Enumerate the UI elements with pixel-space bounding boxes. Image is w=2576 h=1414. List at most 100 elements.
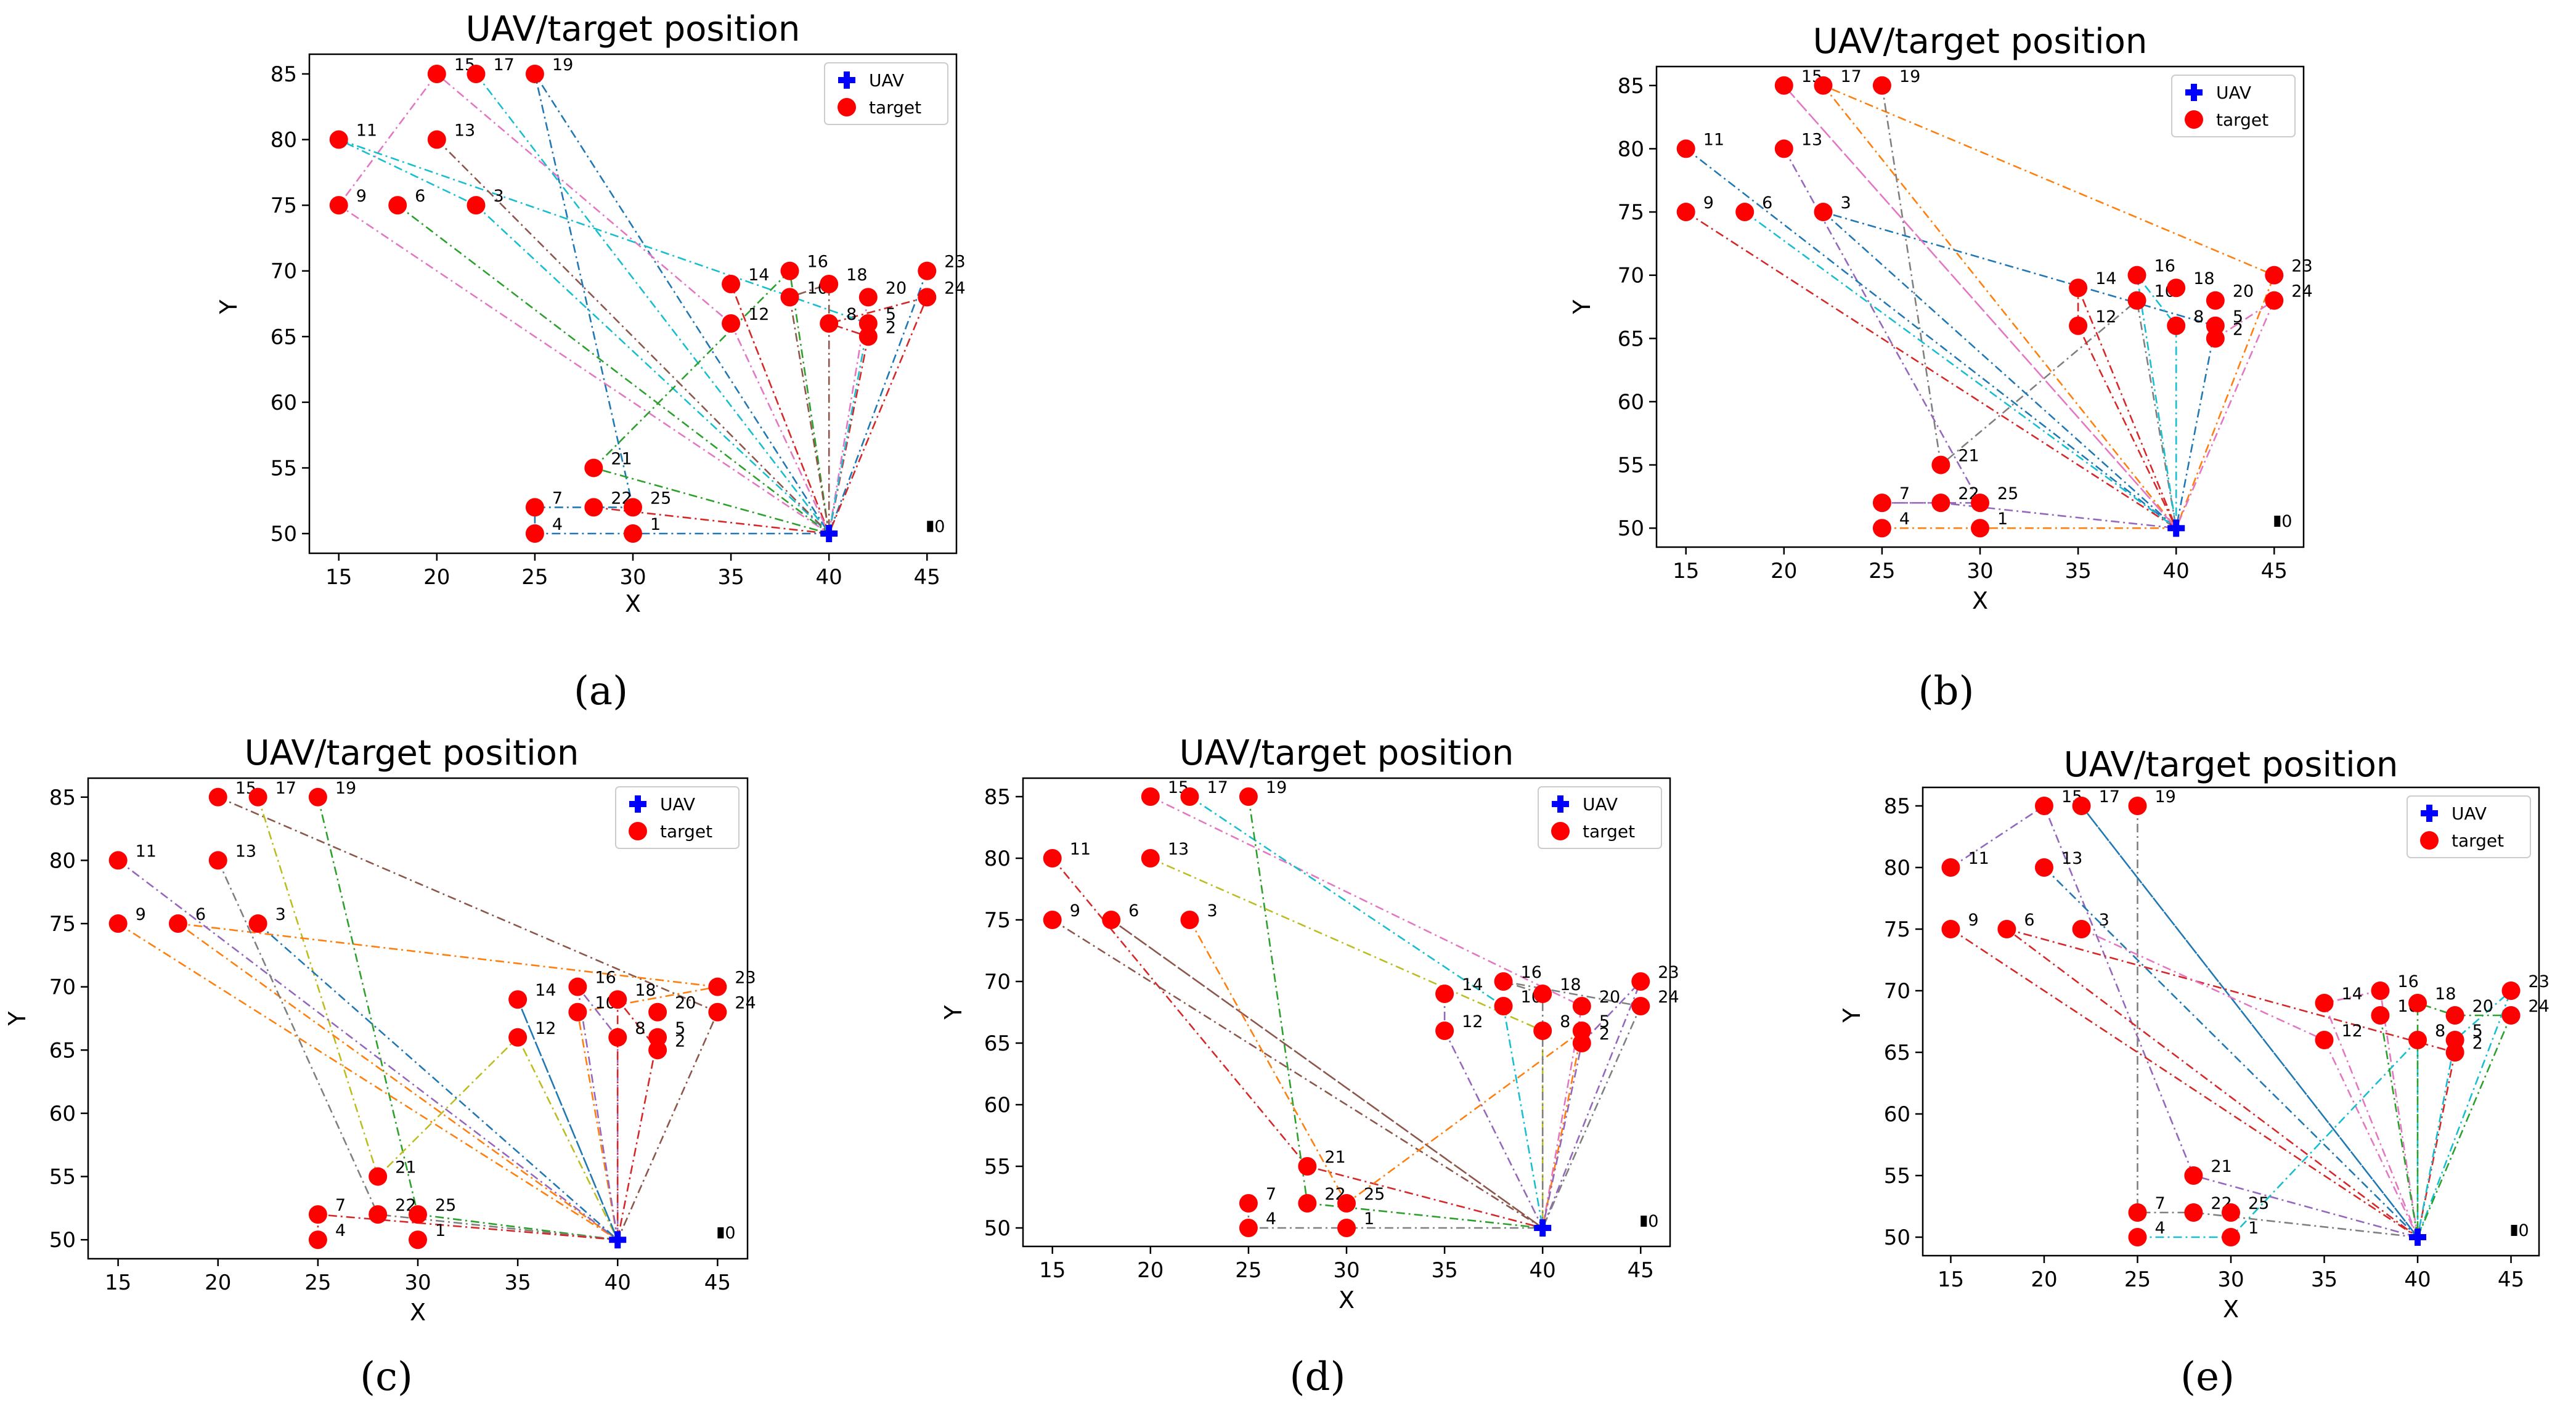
- panel-d-uav-marker: [1534, 1219, 1552, 1237]
- panel-d-target-11: [1043, 849, 1062, 867]
- panel-a-zero-label: 0: [934, 517, 945, 536]
- panel-c-target-label-8: 8: [635, 1019, 645, 1038]
- panel-b-target-23: [2265, 266, 2284, 285]
- panel-b-target-label-25: 25: [1997, 484, 2018, 503]
- panel-b-xtick-label-15: 15: [1673, 559, 1699, 583]
- panel-d-route-5: [1052, 919, 1543, 1229]
- panel-e-target-21: [2184, 1166, 2203, 1185]
- panel-d-ylabel: Y: [940, 1005, 967, 1020]
- panel-b-ytick-label-55: 55: [1618, 453, 1644, 478]
- panel-c-target-label-6: 6: [195, 905, 206, 924]
- panel-a-ytick-label-70: 70: [271, 259, 297, 284]
- panel-d-ytick-label-75: 75: [984, 908, 1011, 933]
- panel-a-legend-target-icon: [838, 98, 856, 116]
- panel-c-uav-marker: [609, 1231, 627, 1249]
- panel-b-ytick-label-70: 70: [1618, 264, 1644, 288]
- panel-a-target-label-16: 16: [807, 253, 828, 272]
- panel-c-target-25: [409, 1205, 427, 1224]
- panel-d-zero-marker: [1641, 1216, 1647, 1227]
- panel-b-target-label-6: 6: [1762, 193, 1772, 213]
- panel-a-ytick-label-80: 80: [271, 128, 297, 153]
- panel-a-target-2: [858, 327, 878, 346]
- panel-b-ytick-label-60: 60: [1618, 390, 1644, 415]
- panel-a-route-4: [338, 73, 870, 534]
- panel-d-target-1: [1337, 1219, 1356, 1237]
- panel-d-target-25: [1337, 1194, 1356, 1213]
- panel-d-target-16: [1494, 972, 1513, 991]
- panel-e-target-11: [1941, 858, 1960, 877]
- panel-c-target-label-19: 19: [335, 779, 356, 798]
- panel-d-ytick-label-85: 85: [984, 785, 1011, 810]
- panel-a-xtick-label-45: 45: [914, 565, 940, 590]
- panel-e-legend-uav-label: UAV: [2452, 803, 2487, 824]
- panel-d-target-13: [1141, 849, 1160, 867]
- panel-e: UAV/target position 12345678910111213141…: [1838, 745, 2550, 1323]
- panel-b-target-9: [1676, 203, 1695, 222]
- panel-b-target-label-1: 1: [1997, 510, 2008, 529]
- panel-a-target-23: [918, 261, 937, 280]
- panel-b-target-8: [2167, 316, 2186, 335]
- panel-a-ylabel: Y: [215, 299, 242, 315]
- panel-a-target-6: [388, 196, 407, 215]
- panel-c-target-18: [608, 990, 627, 1009]
- panel-b-xlabel: X: [1972, 587, 1988, 614]
- panel-c-target-7: [308, 1205, 327, 1224]
- panel-c-target-4: [308, 1230, 327, 1249]
- panel-b-target-label-14: 14: [2095, 269, 2116, 288]
- panel-e-xtick-label-30: 30: [2217, 1267, 2244, 1292]
- panel-e-route-5: [2081, 928, 2419, 1238]
- panel-e-target-19: [2128, 797, 2147, 815]
- panel-d-target-3: [1180, 911, 1199, 929]
- panel-c-xtick-label-45: 45: [704, 1270, 731, 1295]
- panel-b-xtick-label-45: 45: [2261, 559, 2288, 583]
- panel-c-legend-target-icon: [629, 822, 647, 840]
- panel-a-uav-marker: [820, 525, 838, 543]
- panel-c-target-label-14: 14: [535, 981, 556, 1000]
- panel-d-xtick-label-35: 35: [1431, 1258, 1457, 1283]
- panel-e-target-23: [2501, 981, 2521, 1000]
- panel-a-target-9: [329, 196, 348, 215]
- panel-e-target-label-14: 14: [2342, 985, 2363, 1004]
- panel-e-target-label-18: 18: [2435, 985, 2456, 1004]
- panel-a-xtick-label-15: 15: [325, 565, 352, 590]
- panel-a-legend: UAV target: [824, 62, 948, 125]
- panel-a-target-19: [525, 64, 544, 83]
- panel-e-target-label-1: 1: [2248, 1219, 2259, 1238]
- panel-d-target-label-12: 12: [1462, 1012, 1483, 1031]
- panel-d-target-15: [1141, 787, 1160, 806]
- panel-a-zero-marker: [927, 521, 934, 532]
- panel-b-target-label-5: 5: [2233, 307, 2243, 327]
- panel-e-target-label-19: 19: [2154, 787, 2175, 807]
- panel-c-target-17: [248, 787, 267, 807]
- panel-b-ylabel: Y: [1568, 299, 1596, 315]
- panel-d-route-6: [1150, 857, 1544, 1228]
- panel-c-route-4: [117, 922, 718, 1241]
- panel-e-zero-marker: [2511, 1225, 2517, 1236]
- panel-b-target-22: [1931, 494, 1950, 513]
- panel-d-xtick-label-40: 40: [1530, 1258, 1556, 1283]
- panel-e-target-24: [2501, 1006, 2521, 1025]
- panel-b-target-label-9: 9: [1703, 193, 1714, 213]
- panel-d-target-label-5: 5: [1599, 1012, 1610, 1031]
- panel-d-xtick-label-20: 20: [1137, 1258, 1164, 1283]
- panel-b-xtick-label-30: 30: [1967, 559, 1993, 583]
- panel-e-route-7: [2379, 1002, 2513, 1238]
- panel-a-title: UAV/target position: [466, 9, 801, 49]
- panel-c-target-24: [708, 1002, 727, 1022]
- panel-e-target-label-7: 7: [2154, 1194, 2165, 1213]
- panel-b-ytick-label-50: 50: [1618, 516, 1644, 541]
- panel-d-target-label-14: 14: [1462, 975, 1483, 994]
- panel-e-zero-label: 0: [2519, 1221, 2529, 1240]
- panel-b-uav-marker: [2167, 519, 2185, 537]
- panel-a-target-label-6: 6: [415, 187, 425, 206]
- panel-d-target-22: [1298, 1194, 1317, 1213]
- panel-b-legend-target-label: target: [2216, 110, 2268, 130]
- panel-b-target-11: [1676, 139, 1695, 158]
- panel-b-target-20: [2206, 291, 2225, 310]
- panel-a-route-3: [337, 73, 870, 537]
- panel-c-target-label-1: 1: [435, 1221, 446, 1240]
- panel-e-target-3: [2072, 920, 2091, 938]
- panel-b-target-6: [1735, 203, 1755, 222]
- panel-e-target-13: [2034, 858, 2053, 877]
